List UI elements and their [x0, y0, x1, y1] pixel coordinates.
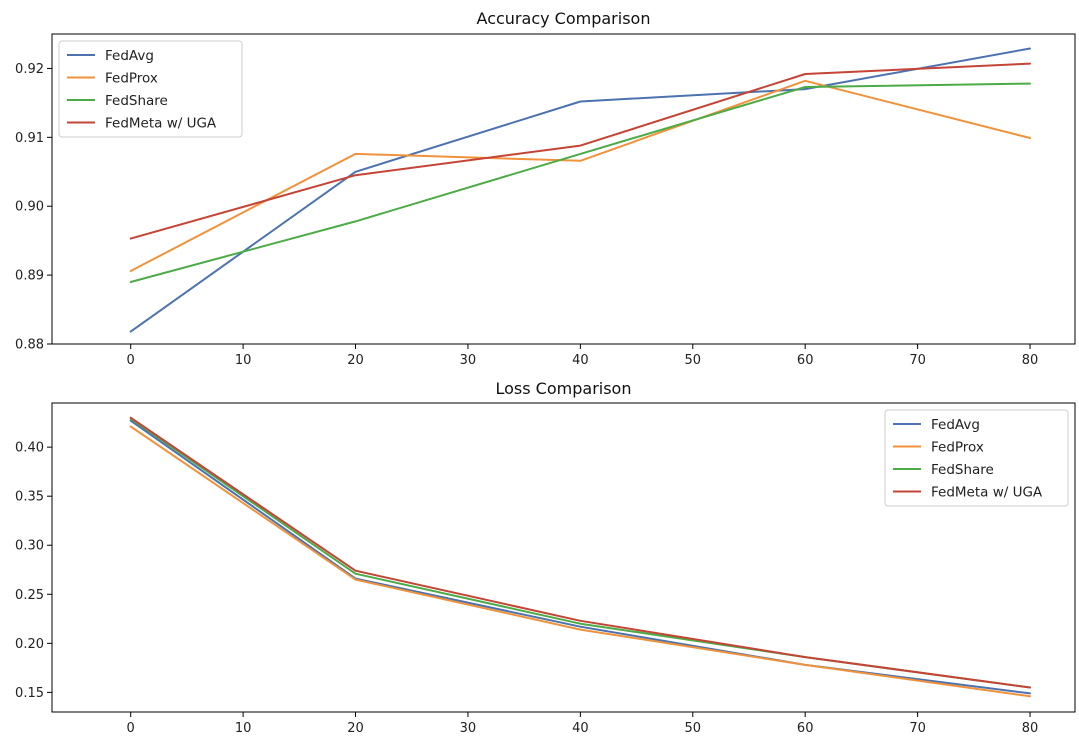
y-tick-label: 0.35: [15, 490, 44, 505]
plot-frame: [51, 402, 1076, 713]
legend-entry: FedAvg: [105, 48, 154, 64]
legend-entry: FedMeta w/ UGA: [931, 485, 1043, 501]
series-line-1: [129, 425, 1031, 698]
y-tick-label: 0.30: [15, 539, 44, 554]
x-tick-label: 10: [235, 353, 252, 368]
legend-entry: FedProx: [931, 440, 984, 456]
y-tick-label: 0.40: [15, 441, 44, 456]
x-tick-label: 20: [347, 721, 364, 736]
y-tick-label: 0.15: [15, 686, 44, 701]
y-tick-label: 0.20: [15, 637, 44, 652]
x-tick-label: 0: [127, 721, 135, 736]
y-tick-label: 0.89: [15, 269, 44, 284]
x-tick-label: 70: [909, 721, 926, 736]
accuracy-chart: Accuracy Comparison 0 10 20 30 40 50 60 70 80 0.88…: [15, 9, 1076, 368]
y-tick-label: 0.90: [15, 200, 44, 215]
x-tick-label: 30: [460, 721, 477, 736]
x-tick-label: 50: [685, 353, 702, 368]
series-line-2: [129, 82, 1031, 283]
series-line-3: [129, 62, 1031, 240]
x-tick-label: 20: [347, 353, 364, 368]
x-tick-label: 60: [797, 353, 814, 368]
loss-chart: Loss Comparison 0 10 20 30 40 50 60 70 80 0.15 0.20…: [15, 379, 1076, 736]
y-tick-label: 0.92: [15, 62, 44, 77]
legend-entry: FedShare: [105, 93, 168, 109]
series-line-3: [129, 416, 1031, 689]
chart-title: Loss Comparison: [496, 379, 632, 398]
x-tick-label: 0: [127, 353, 135, 368]
legend-entry: FedAvg: [931, 417, 980, 433]
legend-entry: FedProx: [105, 71, 158, 87]
y-tick-label: 0.91: [15, 131, 44, 146]
y-tick-label: 0.88: [15, 338, 44, 353]
x-tick-label: 70: [909, 353, 926, 368]
plot-frame: [51, 33, 1076, 345]
legend: FedAvg FedProx FedShare FedMeta w/ UGA: [884, 409, 1069, 507]
x-tick-label: 40: [572, 721, 589, 736]
legend-box: [884, 409, 1069, 507]
legend: FedAvg FedProx FedShare FedMeta w/ UGA: [58, 40, 243, 138]
x-tick-label: 10: [235, 721, 252, 736]
series-line-1: [129, 79, 1031, 272]
series-line-0: [129, 47, 1031, 333]
x-tick-label: 50: [685, 721, 702, 736]
x-tick-label: 60: [797, 721, 814, 736]
chart-title: Accuracy Comparison: [477, 9, 651, 28]
x-tick-label: 80: [1022, 721, 1039, 736]
legend-box: [58, 40, 243, 138]
x-tick-label: 80: [1022, 353, 1039, 368]
y-tick-label: 0.25: [15, 588, 44, 603]
x-tick-label: 30: [460, 353, 477, 368]
legend-entry: FedMeta w/ UGA: [105, 116, 217, 132]
x-tick-label: 40: [572, 353, 589, 368]
legend-entry: FedShare: [931, 462, 994, 478]
